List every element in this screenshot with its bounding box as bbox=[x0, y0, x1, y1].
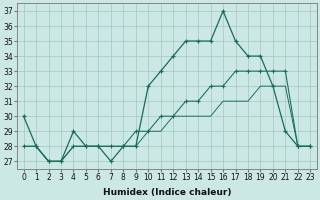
X-axis label: Humidex (Indice chaleur): Humidex (Indice chaleur) bbox=[103, 188, 231, 197]
